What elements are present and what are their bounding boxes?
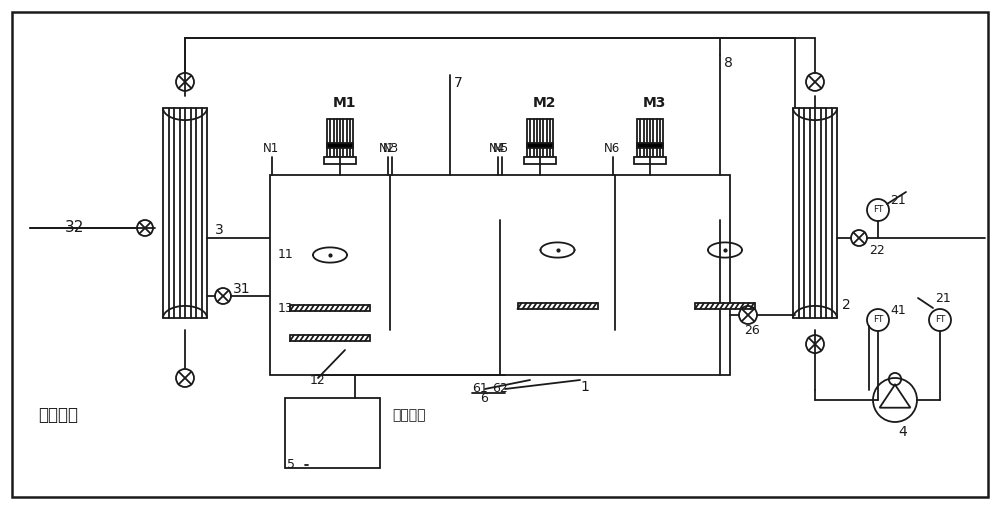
Text: 21: 21 — [935, 292, 951, 304]
Text: 62: 62 — [492, 382, 508, 395]
Text: 6: 6 — [480, 392, 488, 406]
Text: 26: 26 — [744, 325, 760, 337]
Text: 5: 5 — [287, 459, 295, 471]
Bar — [637, 143, 663, 148]
Text: 废水进口: 废水进口 — [38, 406, 78, 424]
Text: FT: FT — [873, 316, 883, 325]
Text: 3: 3 — [215, 223, 224, 237]
Text: 2: 2 — [842, 298, 851, 312]
Text: 4: 4 — [898, 425, 907, 439]
Bar — [327, 119, 353, 157]
Bar — [637, 119, 663, 157]
Bar — [524, 157, 556, 164]
Bar — [634, 157, 666, 164]
Text: 32: 32 — [65, 220, 84, 236]
Text: M3: M3 — [643, 96, 666, 110]
Text: 41: 41 — [890, 303, 906, 317]
Text: N4: N4 — [489, 143, 505, 156]
Text: N3: N3 — [383, 143, 399, 156]
Bar — [163, 108, 207, 318]
Text: M1: M1 — [333, 96, 356, 110]
Bar — [518, 303, 598, 309]
Text: 8: 8 — [724, 56, 733, 70]
Bar — [290, 305, 370, 311]
Bar — [527, 119, 553, 157]
Text: M2: M2 — [533, 96, 556, 110]
Text: 31: 31 — [233, 282, 251, 296]
Text: 1: 1 — [580, 380, 589, 394]
Text: N6: N6 — [604, 143, 620, 156]
Text: 空气进口: 空气进口 — [392, 408, 426, 422]
Text: 22: 22 — [869, 243, 885, 257]
Text: 21: 21 — [890, 193, 906, 207]
Bar — [527, 143, 553, 148]
Bar — [270, 175, 730, 375]
Bar — [695, 303, 755, 309]
Text: FT: FT — [935, 316, 945, 325]
Text: 7: 7 — [454, 76, 463, 90]
Bar — [327, 143, 353, 148]
Text: N5: N5 — [493, 143, 509, 156]
Text: 13: 13 — [278, 301, 294, 315]
Text: N1: N1 — [263, 143, 279, 156]
Text: N2: N2 — [379, 143, 395, 156]
Bar — [290, 335, 370, 341]
Bar — [285, 398, 380, 468]
Text: 61: 61 — [472, 382, 488, 395]
Bar — [793, 108, 837, 318]
Text: 11: 11 — [278, 248, 294, 262]
Text: 12: 12 — [310, 374, 326, 386]
Text: FT: FT — [873, 206, 883, 214]
Bar — [324, 157, 356, 164]
